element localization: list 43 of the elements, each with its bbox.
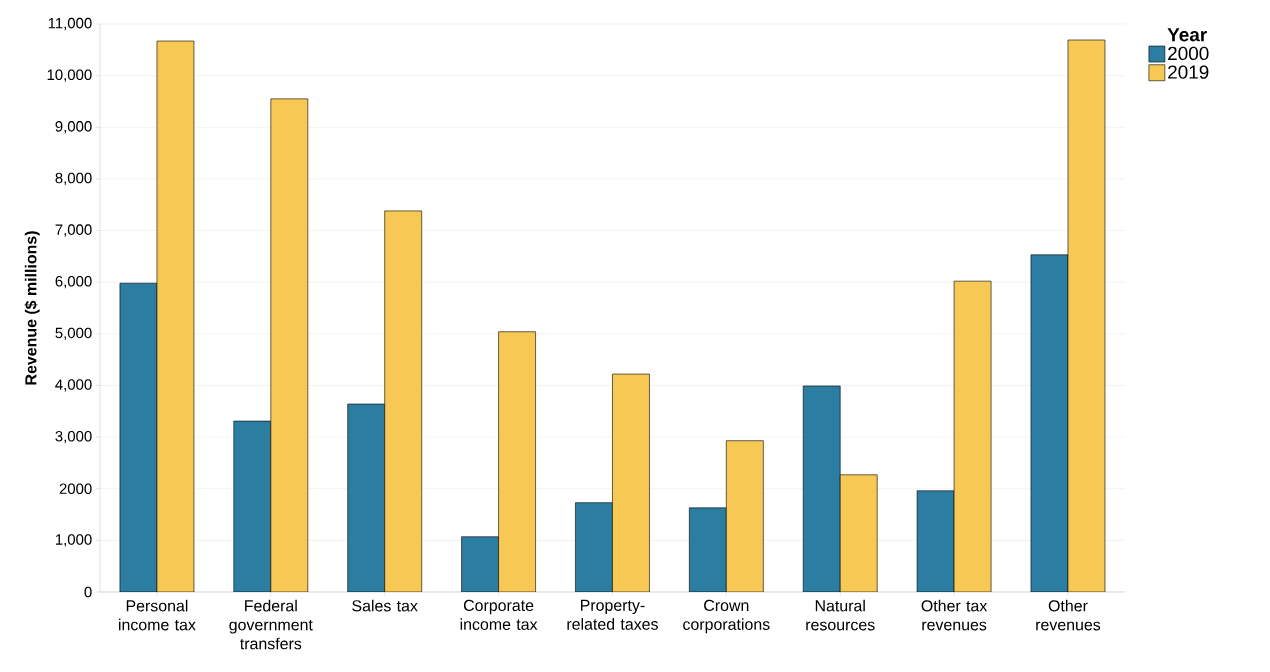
bar	[802, 385, 841, 592]
bar	[726, 440, 764, 592]
bar	[612, 373, 650, 592]
bar	[498, 331, 536, 592]
x-tick-label: Natural resources	[806, 599, 875, 631]
bar	[1067, 39, 1106, 592]
y-tick-label: 5,000	[55, 327, 92, 340]
bar	[839, 474, 878, 592]
x-tick-label: Crown corporations	[683, 599, 770, 634]
bar	[461, 536, 499, 592]
y-axis-title: Revenue ($ millions)	[24, 231, 40, 385]
y-tick-label: 4,000	[55, 379, 92, 392]
legend-title: Year	[1167, 28, 1207, 42]
bar	[233, 420, 272, 592]
x-tick-label: Other tax revenues	[921, 599, 988, 631]
bar	[347, 403, 385, 592]
x-tick-label: Corporate income tax	[460, 599, 538, 630]
bar	[119, 282, 158, 592]
legend-label: 2000	[1168, 46, 1209, 61]
y-tick-label: 9,000	[55, 121, 92, 134]
x-tick-label: Personal income tax	[119, 599, 196, 631]
y-tick-label: 2000	[59, 483, 92, 495]
bar	[270, 98, 309, 592]
x-tick-label: Federal government transfers	[229, 599, 313, 650]
bar	[575, 502, 613, 592]
bar	[384, 210, 422, 592]
bar	[953, 280, 992, 592]
x-tick-label: Property-related taxes	[567, 599, 658, 630]
bar	[916, 490, 955, 592]
y-tick-label: 11,000	[48, 17, 92, 31]
y-tick-label: 10,000	[47, 69, 92, 82]
y-tick-label: 3,000	[55, 430, 92, 444]
y-tick-label: 0	[84, 586, 92, 598]
y-tick-label: 7,000	[55, 224, 92, 237]
bar	[1030, 254, 1069, 592]
y-tick-label: 8,000	[55, 172, 92, 186]
legend-label: 2019	[1168, 65, 1209, 79]
x-tick-label: Other revenues	[1036, 599, 1101, 631]
y-tick-label: 6,000	[55, 276, 92, 289]
bar	[689, 507, 727, 592]
y-tick-label: 1,000	[55, 534, 92, 547]
bar	[156, 40, 195, 592]
x-tick-label: Sales tax	[352, 599, 418, 612]
